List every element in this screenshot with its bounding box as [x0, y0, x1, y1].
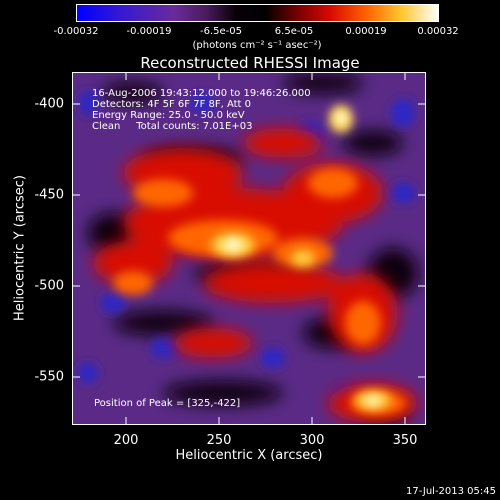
y-tick-label: -400	[34, 96, 64, 112]
energy-range-label: Energy Range: 25.0 - 50.0 keV	[92, 110, 245, 121]
peak-position-label: Position of Peak = [325,-422]	[94, 398, 241, 409]
detectors-label: Detectors: 4F 5F 6F 7F 8F, Att 0	[92, 99, 252, 110]
plot-timestamp: 17-Jul-2013 05:45	[405, 486, 496, 497]
y-tick-label: -500	[34, 278, 64, 294]
y-tick-label: -450	[34, 187, 64, 203]
y-axis-label: Heliocentric Y (arcsec)	[12, 175, 28, 321]
colorbar-tick-label: 0.00032	[417, 26, 459, 37]
x-tick-label: 300	[299, 433, 325, 448]
colorbar-tick-label: 6.5e-05	[274, 26, 314, 37]
colorbar-units: (photons cm⁻² s⁻¹ asec⁻²)	[192, 40, 322, 51]
x-tick-label: 250	[206, 433, 232, 448]
colorbar-tick-label: -6.5e-05	[200, 26, 242, 37]
colorbar-tick-label: -0.00019	[126, 26, 172, 37]
x-axis-label: Heliocentric X (arcsec)	[175, 448, 323, 463]
colorbar	[76, 4, 439, 22]
algorithm-label: Clean Total counts: 7.01E+03	[92, 121, 253, 132]
image-title: Reconstructed RHESSI Image	[140, 54, 360, 72]
time-range-label: 16-Aug-2006 19:43:12.000 to 19:46:26.000	[92, 88, 311, 99]
y-tick-label: -550	[34, 369, 64, 385]
x-tick-label: 200	[113, 433, 139, 448]
rhessi-image	[72, 72, 426, 425]
x-tick-label: 350	[392, 433, 418, 448]
colorbar-tick-label: 0.00019	[345, 26, 387, 37]
colorbar-tick-label: -0.00032	[53, 26, 99, 37]
